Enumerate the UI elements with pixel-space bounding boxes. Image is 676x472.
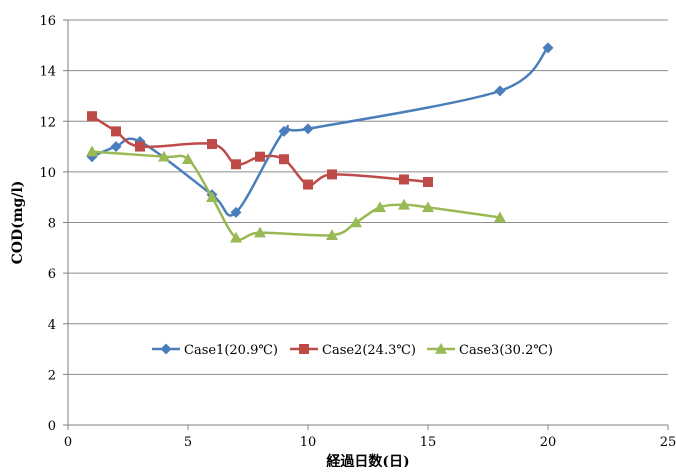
y-tick-label: 2: [48, 368, 56, 383]
legend-label: Case2(24.3℃): [322, 343, 416, 358]
y-tick-label: 0: [48, 419, 56, 434]
series-3-point: [350, 216, 362, 228]
legend-item-1: Case1(20.9℃): [152, 343, 278, 358]
x-axis-title: 経過日数(日): [326, 453, 409, 467]
series-3-point: [374, 201, 386, 213]
series-3-point: [254, 226, 266, 238]
legend-item-2: Case2(24.3℃): [290, 343, 416, 358]
y-tick-label: 16: [39, 14, 56, 29]
axes: 0 2 4 6 8 10 12 14 16 0 5 10 15 20 25: [39, 14, 676, 450]
series-1: [86, 42, 554, 218]
legend-marker: [160, 343, 172, 355]
y-tick-label: 12: [39, 115, 56, 130]
series-1-point: [494, 85, 506, 97]
legend-label: Case1(20.9℃): [184, 343, 278, 358]
x-tick-label: 20: [540, 435, 557, 450]
series-2-point: [303, 179, 313, 190]
series-2-point: [111, 126, 121, 137]
y-axis-title: COD(mg/l): [10, 181, 26, 265]
series-2-point: [327, 169, 337, 180]
x-tick-label: 25: [660, 435, 676, 450]
series-1-point: [302, 123, 314, 135]
series-2-point: [399, 174, 409, 185]
series-2-point: [279, 154, 289, 165]
series-2: [87, 111, 433, 190]
series-1-point: [542, 42, 554, 54]
y-tick-label: 14: [39, 65, 56, 80]
y-tick-label: 8: [48, 217, 56, 232]
series-1-point: [110, 141, 122, 153]
gridlines: [68, 19, 668, 375]
series-3-point: [182, 153, 194, 165]
series-3-point: [422, 201, 434, 213]
series-3-point: [230, 231, 242, 243]
series-3: [86, 145, 506, 243]
legend-label: Case3(30.2℃): [459, 343, 553, 358]
series-3-point: [158, 150, 170, 162]
y-tick-label: 6: [48, 267, 56, 282]
legend-marker: [435, 343, 447, 354]
series-3-point: [86, 145, 98, 157]
x-tick-label: 5: [184, 435, 192, 450]
x-tick-label: 0: [64, 435, 72, 450]
series-3-line: [91, 150, 501, 241]
series-2-point: [255, 151, 265, 162]
series-3-point: [206, 191, 218, 202]
series-2-point: [87, 111, 97, 122]
series-2-point: [231, 159, 241, 170]
series-1-point: [230, 206, 242, 218]
y-tick-label: 4: [48, 318, 56, 333]
x-tick-label: 10: [300, 435, 317, 450]
x-tick-label: 15: [420, 435, 437, 450]
y-tick-label: 10: [39, 166, 56, 181]
series-2-point: [207, 139, 217, 150]
series-2-point: [135, 141, 145, 152]
legend-item-3: Case3(30.2℃): [427, 343, 553, 358]
series-1-line: [91, 46, 549, 217]
legend-marker: [299, 344, 309, 354]
series-2-point: [423, 177, 433, 187]
series-layer: [86, 42, 554, 243]
series-3-point: [398, 198, 410, 210]
series-3-point: [326, 229, 338, 240]
series-1-point: [278, 125, 290, 137]
legend: Case1(20.9℃) Case2(24.3℃) Case3(30.2℃): [152, 343, 553, 358]
series-3-point: [494, 211, 506, 223]
